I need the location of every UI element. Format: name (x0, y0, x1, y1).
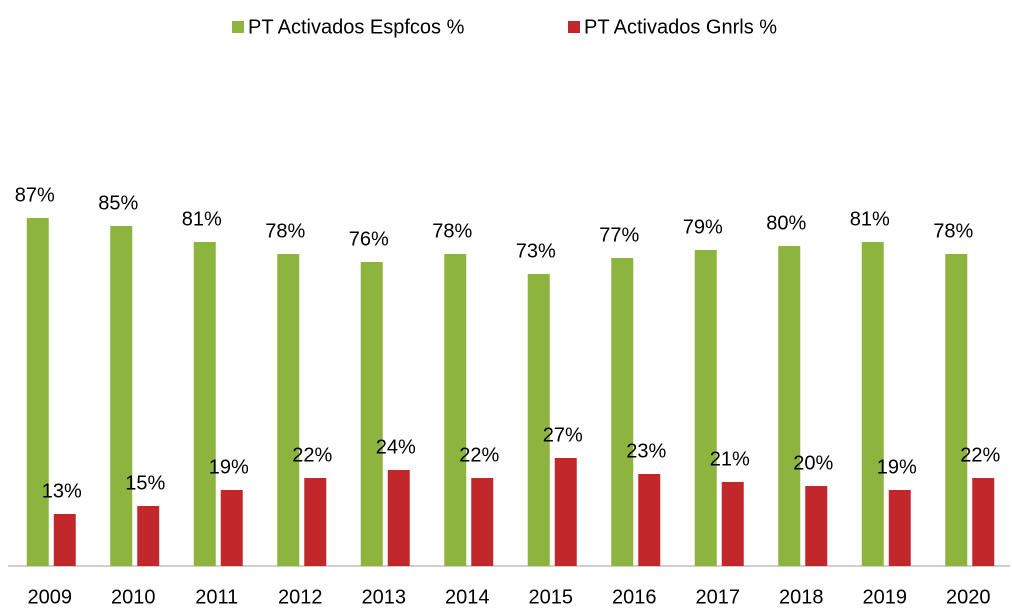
legend-swatch (568, 21, 580, 33)
x-tick-label: 2011 (195, 586, 238, 608)
bar (137, 506, 160, 566)
bar (53, 514, 76, 566)
bar (387, 470, 410, 566)
data-label: 85% (98, 192, 138, 214)
bar (554, 458, 577, 566)
bar (945, 254, 968, 566)
data-label: 78% (265, 220, 305, 242)
data-label: 20% (793, 452, 833, 474)
x-tick-label: 2014 (445, 586, 490, 608)
x-tick-label: 2010 (111, 586, 156, 608)
bar (805, 486, 828, 566)
data-label: 73% (516, 240, 556, 262)
legend-label: PT Activados Espfcos % (248, 16, 465, 38)
data-label: 79% (683, 216, 723, 238)
bar (861, 242, 884, 566)
data-label: 19% (877, 456, 917, 478)
legend-label: PT Activados Gnrls % (584, 16, 777, 38)
bar (778, 246, 801, 566)
x-tick-label: 2009 (28, 586, 73, 608)
bar (888, 490, 911, 566)
data-label: 13% (42, 480, 82, 502)
bar (694, 250, 717, 566)
legend-swatch (232, 21, 244, 33)
bar (471, 478, 494, 566)
data-label: 22% (960, 444, 1000, 466)
data-label: 22% (459, 444, 499, 466)
bar (220, 490, 243, 566)
x-tick-label: 2017 (696, 586, 741, 608)
data-label: 80% (766, 212, 806, 234)
data-label: 19% (209, 456, 249, 478)
data-label: 77% (599, 224, 639, 246)
bar (360, 262, 383, 566)
x-tick-label: 2018 (779, 586, 824, 608)
x-tick-label: 2013 (362, 586, 407, 608)
data-label: 27% (543, 424, 583, 446)
data-label: 76% (349, 228, 389, 250)
data-label: 78% (432, 220, 472, 242)
bar (304, 478, 327, 566)
bar (110, 226, 133, 566)
bar (193, 242, 216, 566)
bar (277, 254, 300, 566)
x-tick-label: 2016 (612, 586, 657, 608)
data-label: 78% (933, 220, 973, 242)
bar (611, 258, 634, 566)
bar (721, 482, 744, 566)
data-label: 15% (125, 472, 165, 494)
data-label: 81% (182, 208, 222, 230)
data-label: 87% (15, 184, 55, 206)
bar (638, 474, 661, 566)
bar (444, 254, 467, 566)
x-tick-label: 2015 (529, 586, 574, 608)
data-label: 81% (850, 208, 890, 230)
x-tick-label: 2012 (278, 586, 323, 608)
bar (527, 274, 550, 566)
data-label: 22% (292, 444, 332, 466)
bar (972, 478, 995, 566)
data-label: 21% (710, 448, 750, 470)
x-tick-label: 2020 (946, 586, 991, 608)
bar (26, 218, 49, 566)
data-label: 24% (376, 436, 416, 458)
data-label: 23% (626, 440, 666, 462)
x-tick-label: 2019 (863, 586, 908, 608)
